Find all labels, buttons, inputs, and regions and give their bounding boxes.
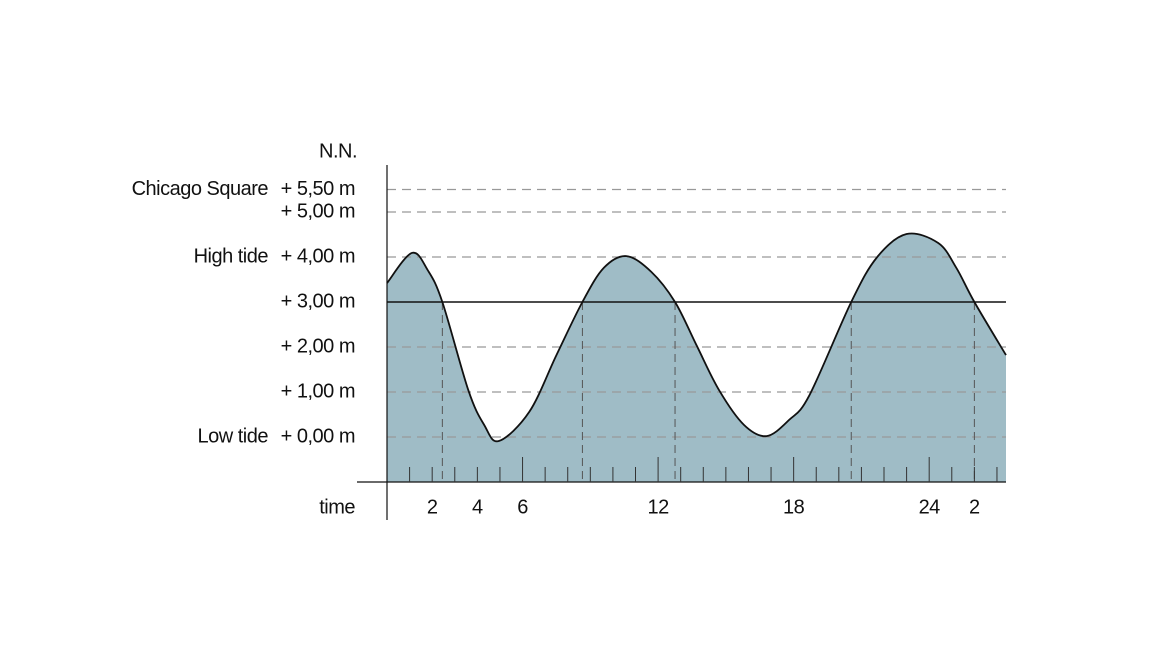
annotation: Low tide — [198, 425, 269, 447]
x-tick-label: 6 — [517, 496, 528, 518]
x-tick-label: 2 — [969, 496, 980, 518]
x-tick-label: 4 — [472, 496, 483, 518]
y-tick-label: + 3,00 m — [281, 290, 355, 312]
y-tick-label: + 1,00 m — [281, 380, 355, 402]
x-tick-label: 18 — [783, 496, 805, 518]
y-tick-label: + 2,00 m — [281, 335, 355, 357]
y-tick-label: + 0,00 m — [281, 425, 355, 447]
x-tick-label: 2 — [427, 496, 438, 518]
y-axis-label: N.N. — [319, 140, 357, 162]
x-tick-label: 24 — [919, 496, 941, 518]
x-axis-label: time — [319, 496, 355, 518]
y-tick-label: + 5,50 m — [281, 178, 355, 200]
x-tick-label: 12 — [647, 496, 669, 518]
tide-curve — [386, 232, 1007, 443]
annotation: Chicago Square — [132, 178, 269, 200]
tide-area — [387, 233, 1006, 482]
annotation: High tide — [194, 245, 269, 267]
y-tick-label: + 5,00 m — [281, 200, 355, 222]
y-tick-label: + 4,00 m — [281, 245, 355, 267]
